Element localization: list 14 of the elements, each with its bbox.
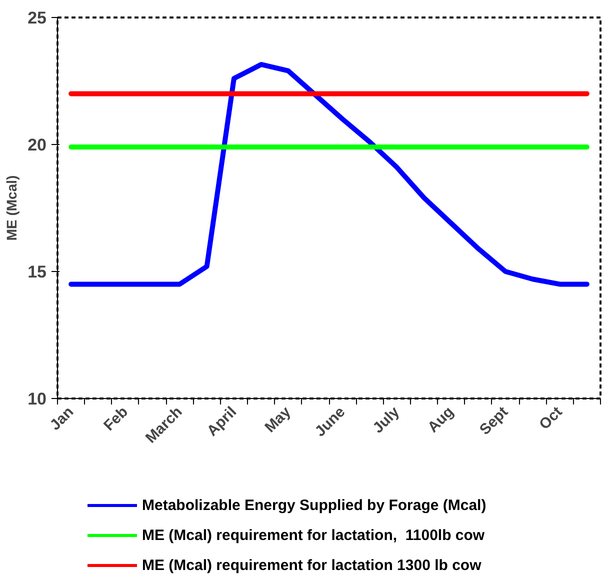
x-tick-label: Aug <box>424 403 458 436</box>
legend-label: Metabolizable Energy Supplied by Forage (Mcal) <box>142 496 486 514</box>
y-tick-label: 10 <box>28 390 47 408</box>
y-tick-label: 25 <box>28 8 47 28</box>
x-tick-label: Oct <box>536 403 566 434</box>
legend-label: ME (Mcal) requirement for lactation, 1100lb cow <box>142 526 485 544</box>
legend-label: ME (Mcal) requirement for lactation 1300 lb cow <box>142 556 482 574</box>
x-tick-label: May <box>262 403 295 436</box>
x-tick-label: Jan <box>46 403 78 434</box>
y-axis-title: ME (Mcal) <box>4 175 20 241</box>
y-tick-label: 20 <box>28 136 47 154</box>
x-tick-label: July <box>370 403 404 437</box>
y-tick-label: 15 <box>28 262 47 282</box>
x-tick-label: Feb <box>100 403 132 434</box>
